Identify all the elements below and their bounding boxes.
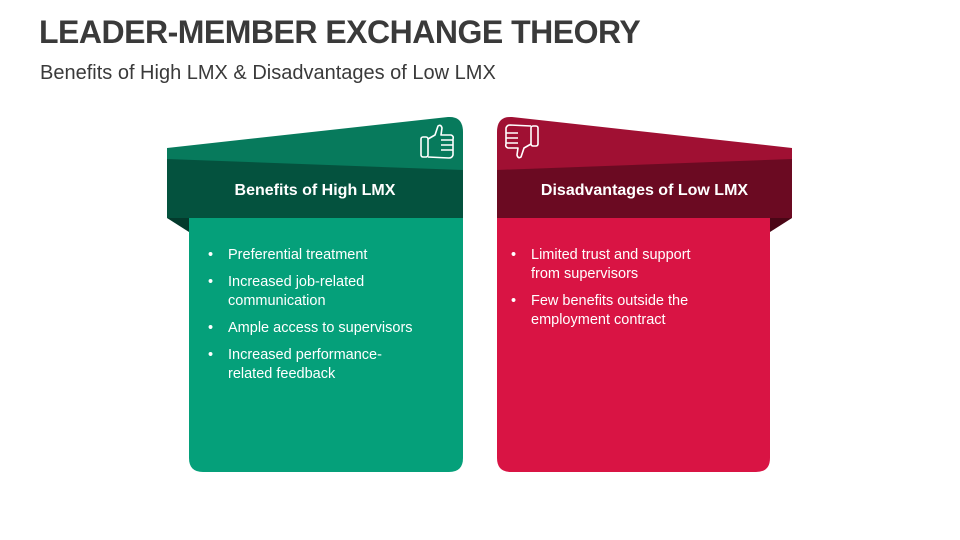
benefits-heading: Benefits of High LMX <box>234 182 396 199</box>
disadvantages-heading: Disadvantages of Low LMX <box>540 182 749 199</box>
page-title: LEADER-MEMBER EXCHANGE THEORY <box>39 14 641 50</box>
benefits-list: Preferential treatment Increased job-rel… <box>200 246 440 392</box>
list-item: Increased job-related communication <box>200 273 440 311</box>
list-item: Preferential treatment <box>200 246 440 265</box>
thumbs-up-icon <box>420 124 455 159</box>
list-item: Increased performance-related feedback <box>200 346 440 384</box>
disadvantages-list: Limited trust and support from superviso… <box>503 246 743 338</box>
list-item: Ample access to supervisors <box>200 319 440 338</box>
thumbs-down-icon <box>504 124 539 159</box>
list-item: Few benefits outside the employment cont… <box>503 292 743 330</box>
list-item: Limited trust and support from superviso… <box>503 246 743 284</box>
page-subtitle: Benefits of High LMX & Disadvantages of … <box>40 62 496 84</box>
